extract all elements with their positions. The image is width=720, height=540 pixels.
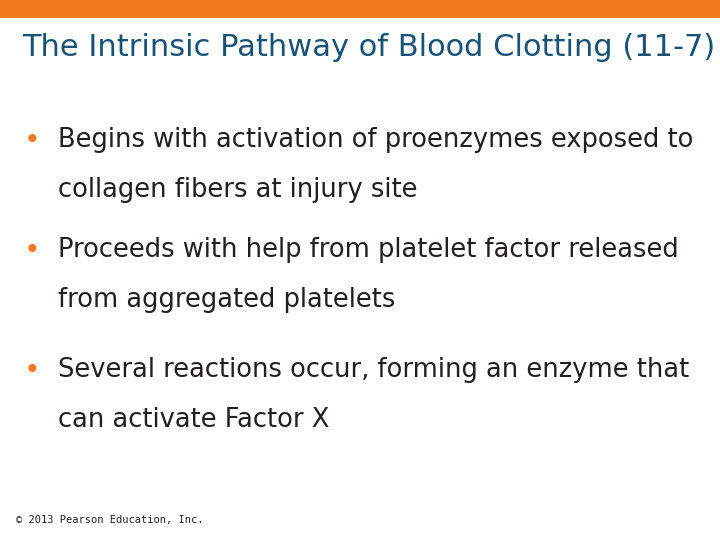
Text: Begins with activation of proenzymes exposed to: Begins with activation of proenzymes exp… bbox=[58, 127, 693, 153]
Text: The Intrinsic Pathway of Blood Clotting (11-7): The Intrinsic Pathway of Blood Clotting … bbox=[22, 33, 715, 63]
Text: can activate Factor X: can activate Factor X bbox=[58, 407, 329, 433]
Text: •: • bbox=[24, 236, 40, 264]
Text: •: • bbox=[24, 356, 40, 384]
Text: © 2013 Pearson Education, Inc.: © 2013 Pearson Education, Inc. bbox=[16, 515, 204, 525]
Text: Several reactions occur, forming an enzyme that: Several reactions occur, forming an enzy… bbox=[58, 357, 689, 383]
Text: •: • bbox=[24, 126, 40, 154]
Text: from aggregated platelets: from aggregated platelets bbox=[58, 287, 395, 313]
Bar bbox=[0, 0, 720, 18]
Text: Proceeds with help from platelet factor released: Proceeds with help from platelet factor … bbox=[58, 237, 679, 263]
Text: collagen fibers at injury site: collagen fibers at injury site bbox=[58, 177, 418, 203]
